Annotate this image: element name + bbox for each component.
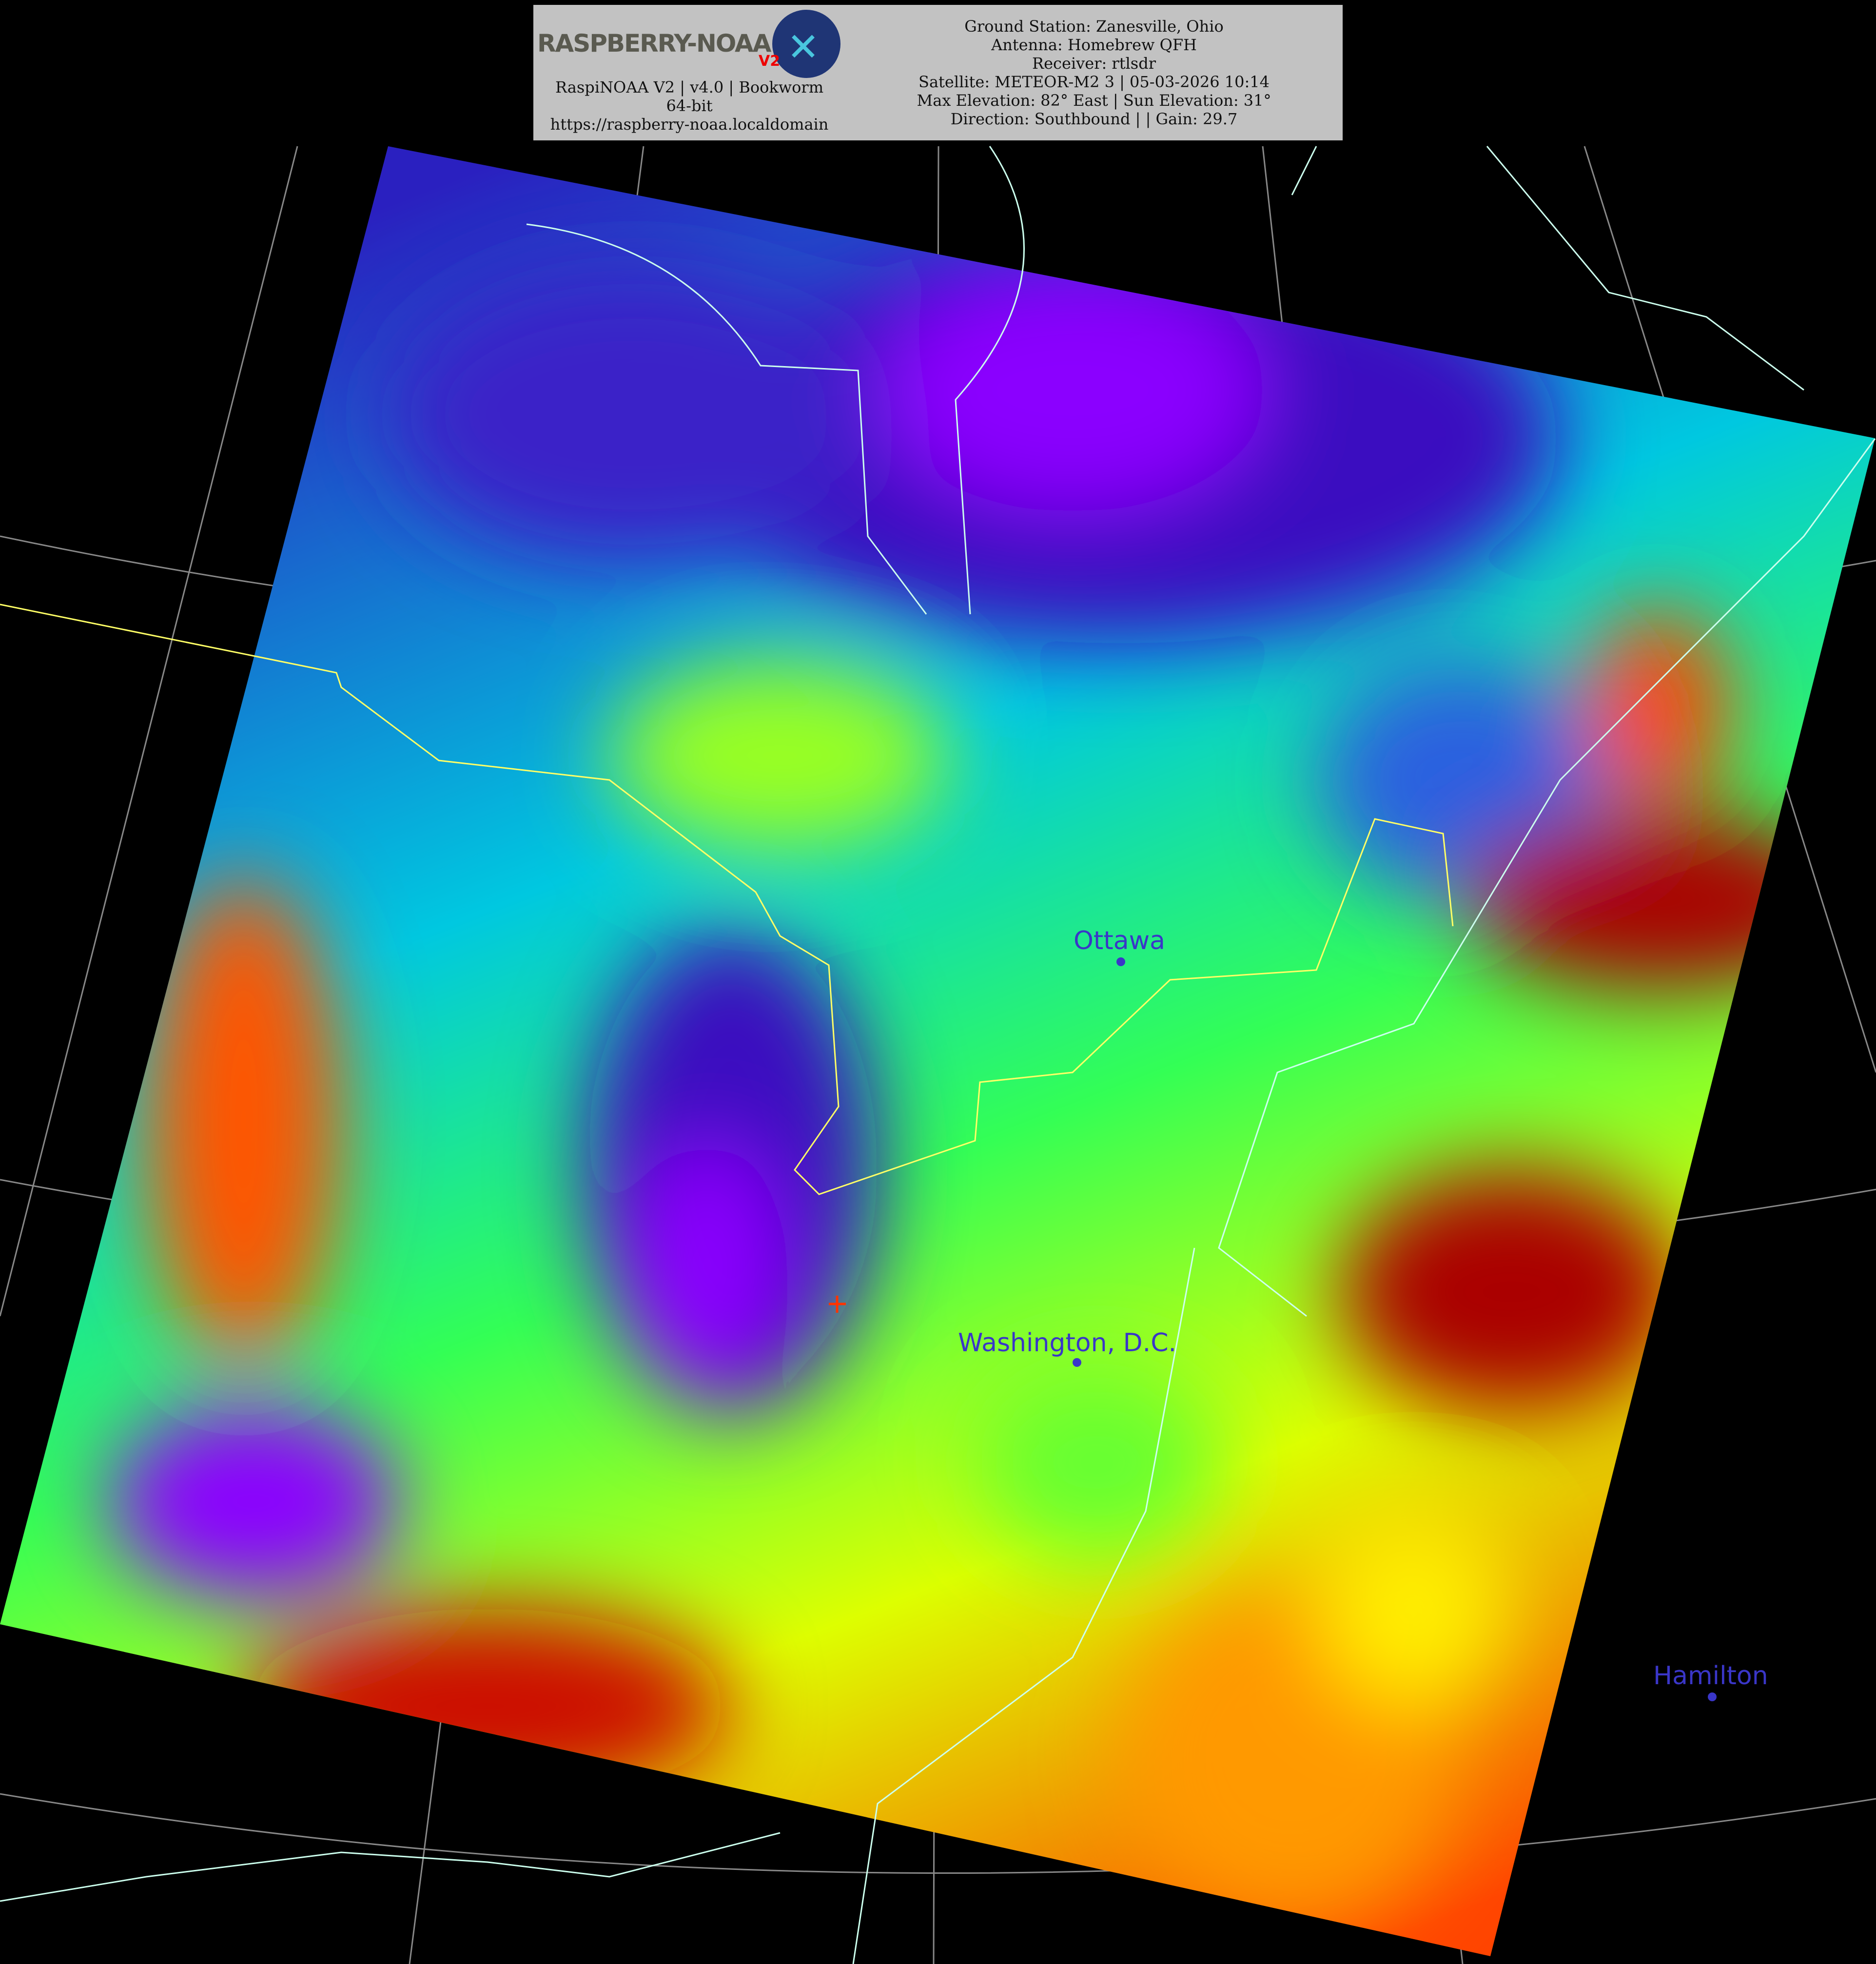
- city-marker-washington: [1073, 1358, 1081, 1367]
- city-marker-ottawa: [1116, 957, 1125, 966]
- antenna: Antenna: Homebrew QFH: [991, 36, 1197, 54]
- pass-details: Ground Station: Zanesville, Ohio Antenna…: [845, 5, 1343, 140]
- city-label-washington: Washington, D.C.: [958, 1328, 1177, 1358]
- city-label-hamilton: Hamilton: [1653, 1661, 1768, 1691]
- coastlines: [0, 146, 1876, 1964]
- city-marker-hamilton: [1708, 1692, 1717, 1701]
- header-branding: ✕ RASPBERRY-NOAA V2 RaspiNOAA V2 | v4.0 …: [533, 5, 845, 140]
- satellite-swath: [0, 146, 1875, 1956]
- ground-station-marker-icon: [829, 1296, 846, 1313]
- satellite-icon: ✕: [787, 24, 820, 70]
- receiver: Receiver: rtlsdr: [1032, 54, 1156, 73]
- logo-text: RASPBERRY-NOAA: [537, 29, 771, 58]
- app-url: https://raspberry-noaa.localdomain: [550, 115, 829, 134]
- logo-badge: V2: [759, 53, 781, 70]
- border-line: [0, 603, 1454, 1195]
- ground-station: Ground Station: Zanesville, Ohio: [964, 17, 1224, 36]
- satellite-info: Satellite: METEOR-M2 3 | 05-03-2026 10:1…: [918, 73, 1270, 91]
- elevation-info: Max Elevation: 82° East | Sun Elevation:…: [917, 91, 1271, 110]
- pass-info-header: ✕ RASPBERRY-NOAA V2 RaspiNOAA V2 | v4.0 …: [533, 5, 1343, 140]
- raspberry-noaa-logo: ✕ RASPBERRY-NOAA V2: [533, 5, 845, 78]
- direction-gain: Direction: Southbound | | Gain: 29.7: [950, 110, 1238, 128]
- app-version: RaspiNOAA V2 | v4.0 | Bookworm 64-bit: [555, 78, 824, 115]
- city-label-ottawa: Ottawa: [1074, 926, 1165, 955]
- satellite-logo-icon: [772, 10, 840, 78]
